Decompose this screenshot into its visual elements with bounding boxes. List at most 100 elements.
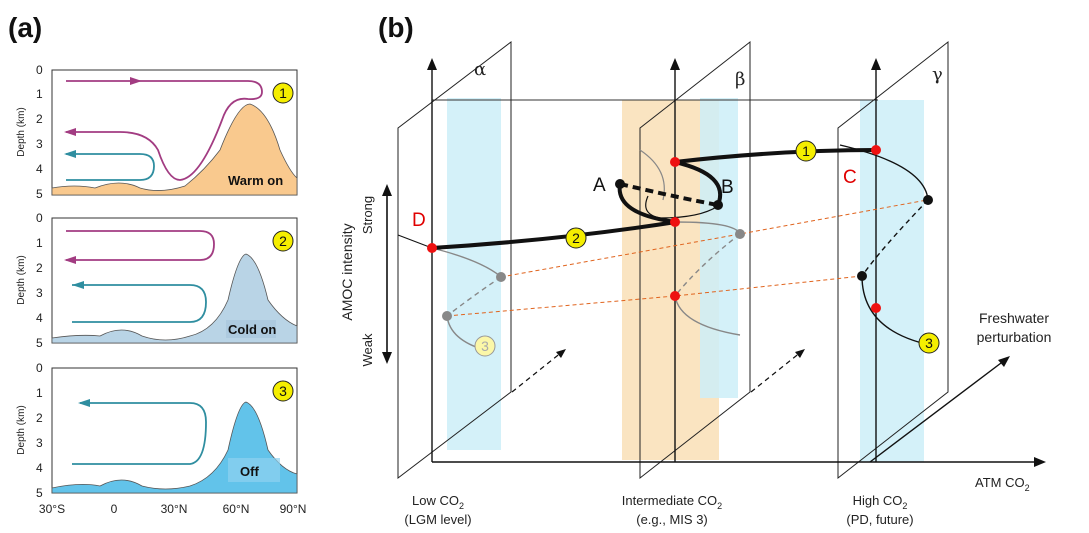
- mode-badge-3-text: 3: [279, 383, 287, 399]
- latitude-ticks: 30°S 0 30°N 60°N 90°N: [39, 502, 306, 516]
- label-backdrop: [226, 320, 276, 338]
- band-low-co2: [447, 98, 501, 450]
- label-C: C: [843, 167, 857, 188]
- weak-label: Weak: [360, 333, 375, 366]
- curve-badge-3: [918, 332, 940, 354]
- mode-badge-2: [272, 230, 294, 252]
- plane-alpha: α: [397, 40, 512, 480]
- arrow-down-icon: [382, 352, 392, 364]
- upper-cell-path: [66, 230, 215, 261]
- depth-tick: 5: [36, 187, 43, 201]
- curve-badge-2: [565, 227, 587, 249]
- point-B: [713, 200, 723, 210]
- inner-loop-curve: [645, 195, 719, 219]
- point-C: [871, 145, 881, 155]
- alpha-curve-upper: [431, 247, 501, 277]
- amoc-intensity-title: AMOC intensity: [339, 223, 355, 320]
- point-beta-turn: [735, 229, 745, 239]
- freshwater-title-line2: perturbation: [977, 329, 1052, 345]
- arrow-head-west: [64, 128, 76, 136]
- arrow-diag-icon: [795, 349, 805, 358]
- arrow-head-east: [130, 77, 142, 85]
- co2-label-low-line2: (LGM level): [404, 512, 471, 527]
- point-D: [427, 243, 437, 253]
- curve-badge-3-faded: [474, 335, 496, 357]
- subpanel-warm-on: 1 Warm on: [51, 69, 298, 196]
- curve-badge-3-faded-text: 3: [481, 338, 489, 354]
- label-B: B: [721, 177, 734, 198]
- branch-from-B: [674, 160, 723, 206]
- curve-badge-1: [795, 140, 817, 162]
- point-gamma-lower: [871, 303, 881, 313]
- lat-tick: 30°S: [39, 502, 65, 516]
- strong-label: Strong: [360, 196, 375, 234]
- dashed-depth-arrow: [511, 351, 563, 393]
- depth-tick: 4: [36, 461, 43, 475]
- overturning-cell-path: [72, 402, 207, 465]
- curve-badge-2-text: 2: [572, 230, 580, 246]
- plane-outline: [397, 40, 512, 480]
- depth-tick: 2: [36, 411, 43, 425]
- curve-left-extension: [397, 234, 433, 249]
- arrow-head-west: [64, 256, 76, 264]
- subpanel-cold-on: 2 Cold on: [51, 217, 298, 344]
- depth-axis-title: Depth (km): [16, 255, 27, 304]
- point-beta-upper: [670, 157, 680, 167]
- depth-tick: 5: [36, 336, 43, 350]
- depth-tick: 5: [36, 486, 43, 500]
- plane-alpha-label: α: [474, 59, 486, 80]
- freshwater-title-line1: Freshwater: [979, 310, 1049, 326]
- arrow-up-icon: [427, 58, 437, 70]
- plane-gamma: γ: [837, 40, 949, 480]
- upper-branch-thick: [674, 148, 877, 164]
- lat-tick: 90°N: [280, 502, 307, 516]
- depth-tick: 4: [36, 162, 43, 176]
- depth-tick: 1: [36, 236, 43, 250]
- mode-badge-1-text: 1: [279, 85, 287, 101]
- lower-cell-path: [72, 284, 207, 323]
- unstable-branch-thick: [619, 182, 719, 207]
- lat-tick: 0: [111, 502, 118, 516]
- co2-label-intermediate: Intermediate CO2 (e.g., MIS 3): [622, 493, 722, 527]
- freshwater-axis: [869, 359, 1006, 463]
- depth-ticks-panel2: 0 1 2 3 4 5: [36, 211, 43, 350]
- point-beta-lower: [670, 291, 680, 301]
- plane-outline: [837, 40, 949, 480]
- band-beta: [700, 98, 738, 398]
- depth-tick: 2: [36, 261, 43, 275]
- depth-tick: 1: [36, 386, 43, 400]
- lat-tick: 60°N: [223, 502, 250, 516]
- arrow-diag-icon: [556, 349, 566, 358]
- subpanel-off: 3 Off: [51, 367, 298, 494]
- label-D: D: [412, 210, 426, 231]
- arrow-head-west-lower: [64, 150, 76, 158]
- point-A: [615, 179, 625, 189]
- co2-label-intermediate-line1: Intermediate CO2: [622, 493, 722, 511]
- mode-badge-1: [272, 82, 294, 104]
- beta-curve-dashed: [674, 233, 741, 297]
- plane-gamma-label: γ: [932, 64, 943, 85]
- depth-tick: 3: [36, 137, 43, 151]
- mode-badge-3: [272, 380, 294, 402]
- arrow-diag-icon: [998, 356, 1010, 367]
- arrow-up-icon: [382, 184, 392, 196]
- state-label-cold-on: Cold on: [228, 322, 276, 337]
- depth-tick: 3: [36, 436, 43, 450]
- depth-tick: 0: [36, 211, 43, 225]
- plane-outline: [639, 40, 751, 480]
- depth-tick: 0: [36, 361, 43, 375]
- arrow-up-icon: [670, 58, 680, 70]
- transition-line-upper: [500, 199, 928, 278]
- state-label-warm-on: Warm on: [228, 173, 283, 188]
- beta-curve-lower: [674, 295, 741, 336]
- arrow-head-west: [78, 399, 90, 407]
- co2-label-high: High CO2 (PD, future): [846, 493, 913, 527]
- point-gamma-turn-upper: [923, 195, 933, 205]
- panel-a-label: (a): [8, 12, 42, 43]
- point-gamma-turn-lower: [857, 271, 867, 281]
- dashed-depth-arrow: [750, 351, 802, 393]
- co2-label-low: Low CO2 (LGM level): [404, 493, 471, 527]
- depth-tick: 3: [36, 286, 43, 300]
- arrow-right-icon: [1034, 457, 1046, 467]
